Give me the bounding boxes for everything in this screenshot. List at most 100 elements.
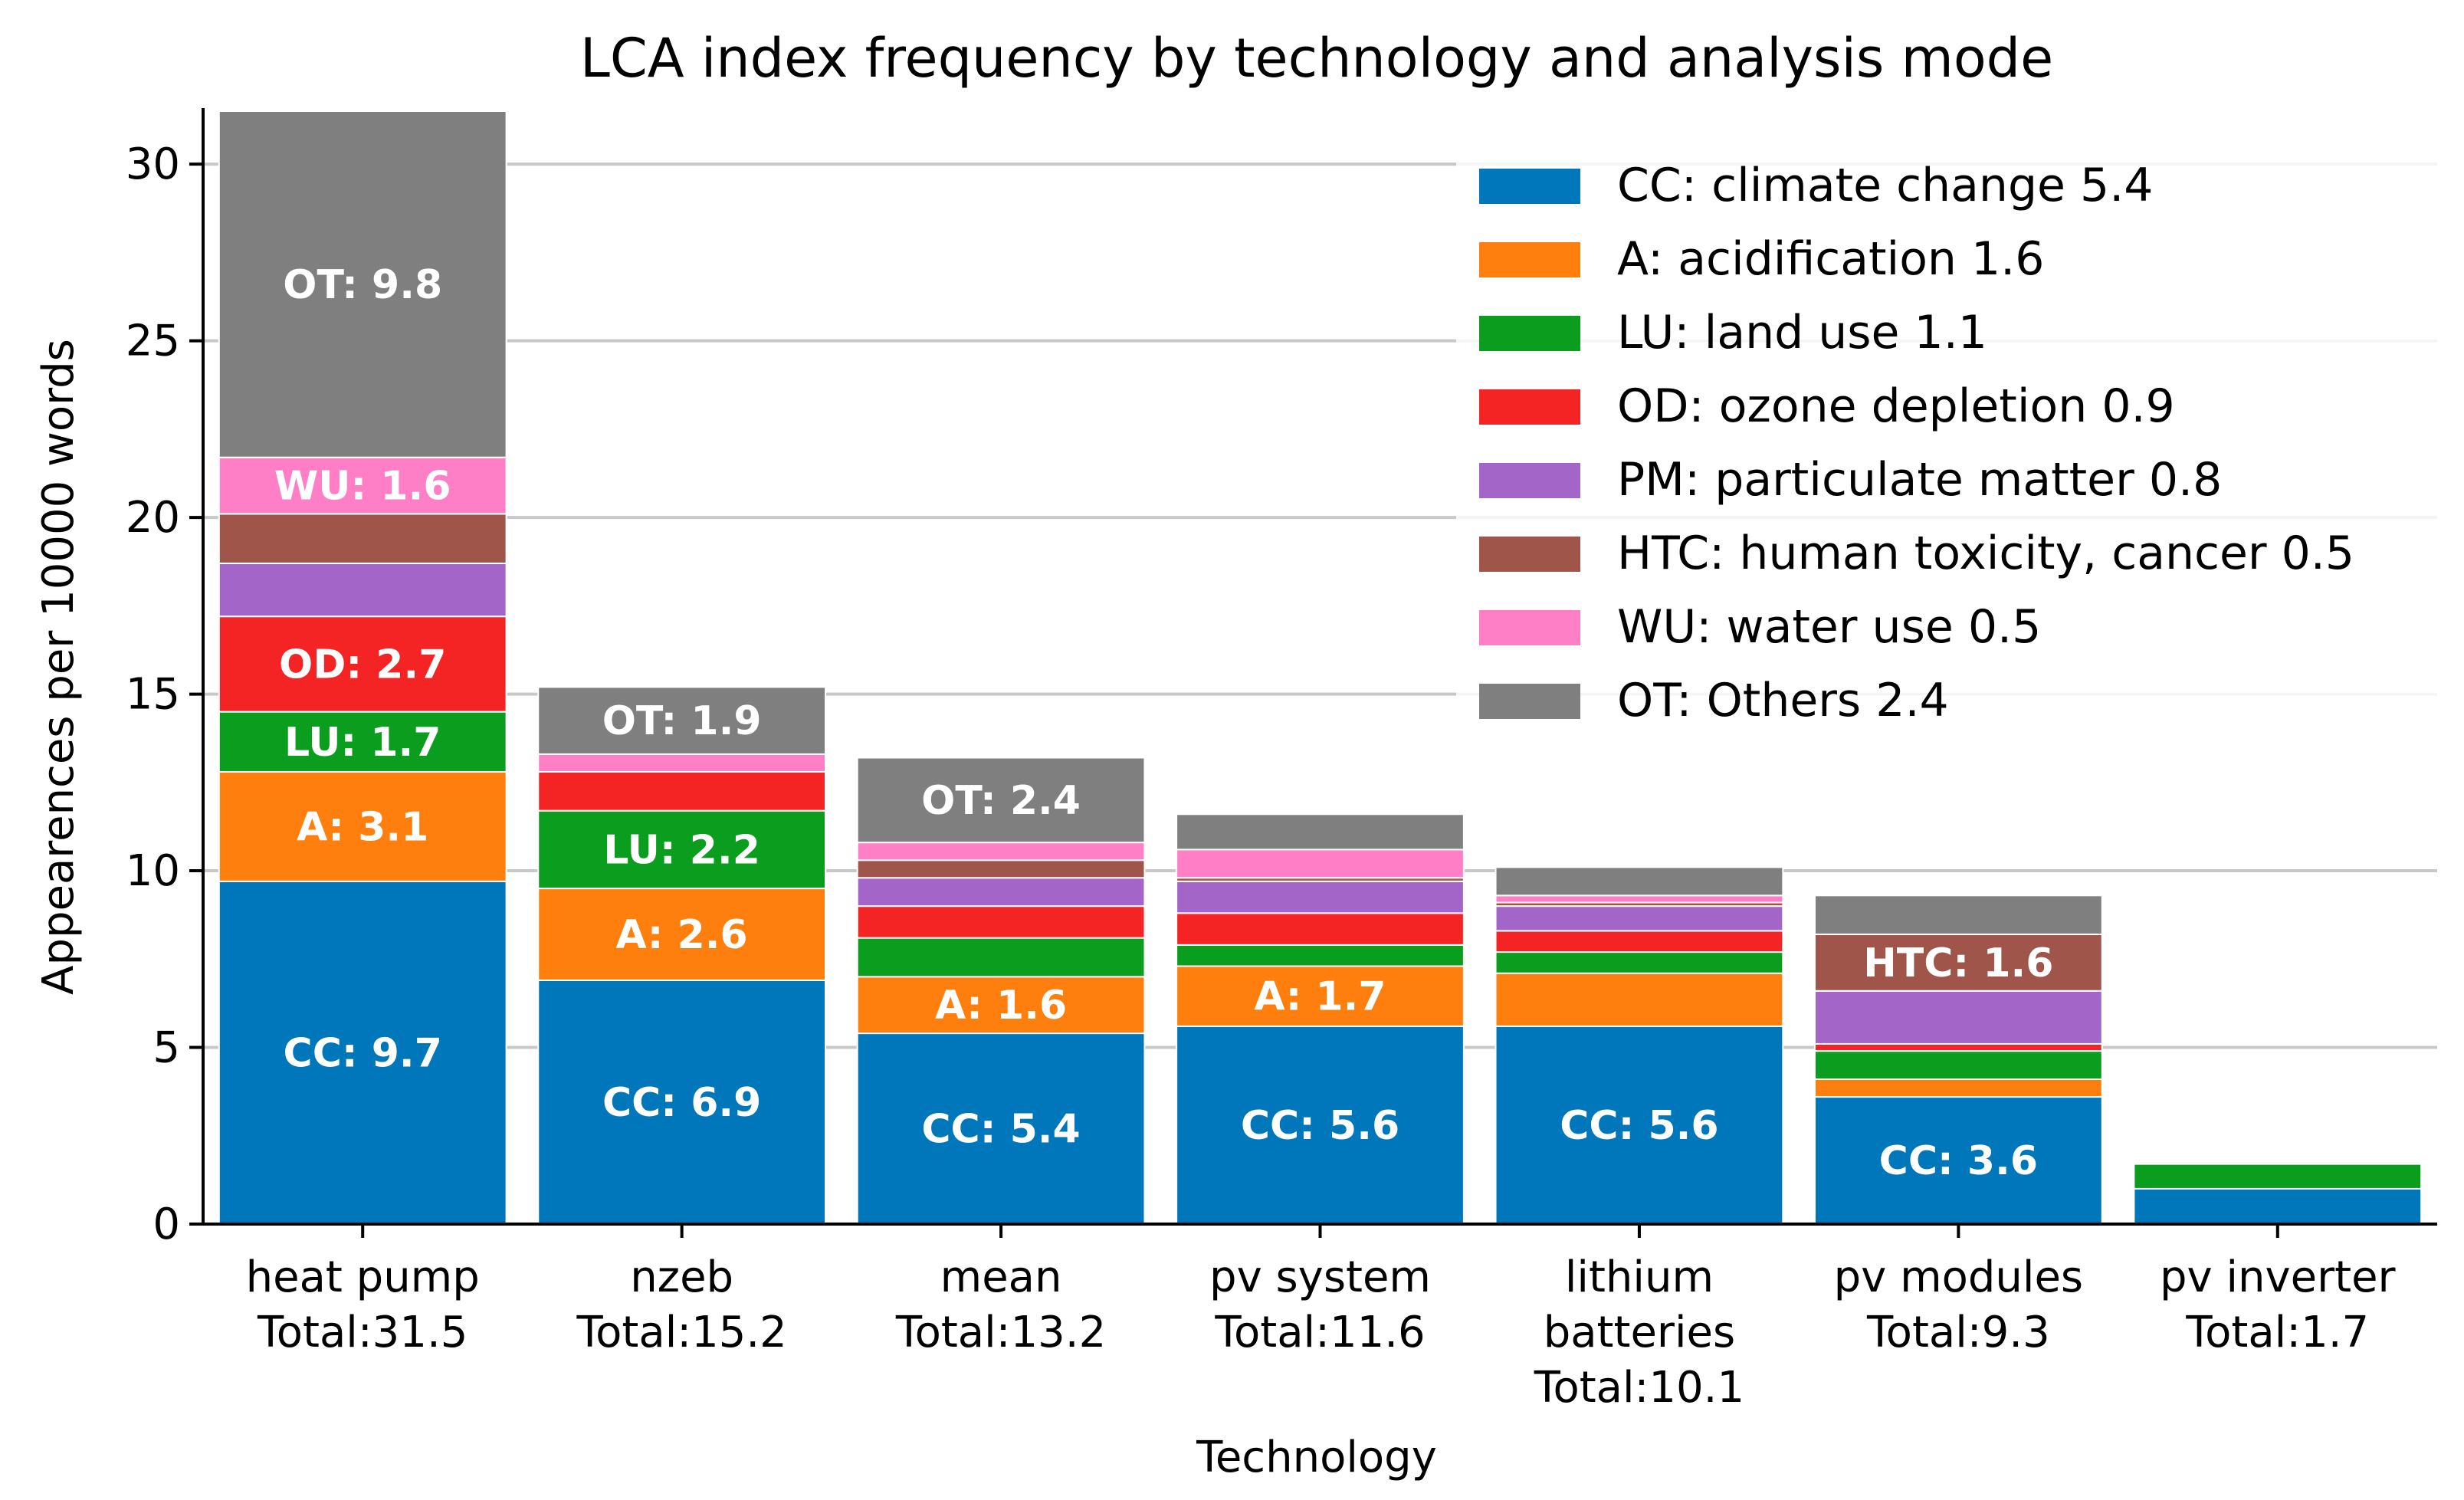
bar-segment-cc bbox=[1813, 1096, 2103, 1225]
y-tick-label: 15 bbox=[126, 670, 180, 720]
bar-segment-lu bbox=[218, 711, 507, 773]
legend-entry-cc: CC: climate change 5.4 bbox=[1617, 159, 2153, 212]
bar-value-label: HTC: 1.6 bbox=[1863, 940, 2053, 986]
bar-value-label: A: 1.6 bbox=[935, 983, 1067, 1029]
bar-segment-cc bbox=[856, 1032, 1146, 1225]
y-tick-label: 25 bbox=[126, 317, 180, 366]
y-tick-label: 30 bbox=[126, 139, 180, 189]
x-tick-label: pv inverter bbox=[2160, 1252, 2397, 1302]
bar-segment-htc bbox=[218, 513, 507, 565]
y-tick-label: 5 bbox=[153, 1023, 180, 1073]
bar-segment-wu bbox=[537, 753, 827, 773]
bar-value-label: A: 3.1 bbox=[297, 804, 428, 850]
y-tick-label: 0 bbox=[153, 1200, 180, 1249]
bar-value-label: CC: 5.6 bbox=[1241, 1103, 1399, 1149]
bar-segment-cc bbox=[2133, 1187, 2423, 1226]
bar-segment-od bbox=[1494, 930, 1784, 954]
legend-entry-wu: WU: water use 0.5 bbox=[1617, 600, 2041, 654]
y-tick-label: 20 bbox=[126, 493, 180, 543]
y-axis-label: Appearences per 10000 words bbox=[34, 339, 84, 995]
x-tick-label: Total:10.1 bbox=[1534, 1363, 1744, 1413]
legend-entry-ot: OT: Others 2.4 bbox=[1617, 674, 1949, 727]
bar-value-label: CC: 3.6 bbox=[1879, 1138, 2038, 1184]
bar-value-label: A: 2.6 bbox=[616, 912, 748, 958]
bar-segment-pm bbox=[1176, 880, 1465, 914]
bar-segment-ot bbox=[856, 757, 1146, 844]
bar-segment-cc bbox=[1494, 1025, 1784, 1226]
bar-segment-pm bbox=[1813, 990, 2103, 1045]
x-tick-label: batteries bbox=[1544, 1308, 1735, 1357]
x-tick-label: heat pump bbox=[246, 1252, 480, 1302]
legend-entry-a: A: acidification 1.6 bbox=[1617, 232, 2044, 286]
bar-value-label: LU: 1.7 bbox=[284, 720, 441, 766]
bar-segment-a bbox=[1813, 1078, 2103, 1098]
legend-swatch-lu bbox=[1479, 316, 1580, 351]
bar-segment-wu bbox=[1494, 894, 1784, 904]
bar-segment-lu bbox=[2133, 1163, 2423, 1190]
bar-segment-ot bbox=[218, 110, 507, 458]
legend-swatch-htc bbox=[1479, 537, 1580, 572]
legend-entry-lu: LU: land use 1.1 bbox=[1617, 306, 1987, 359]
bars bbox=[218, 110, 2423, 1226]
bar-segment-wu bbox=[856, 842, 1146, 862]
legend-swatch-a bbox=[1479, 242, 1580, 277]
axes bbox=[189, 108, 2437, 1238]
x-tick-label: Total:9.3 bbox=[1866, 1308, 2050, 1357]
legend: CC: climate change 5.4 A: acidification 1… bbox=[1456, 146, 2437, 750]
bar-value-label: A: 1.7 bbox=[1254, 974, 1386, 1020]
chart-title: LCA index frequency by technology and an… bbox=[580, 27, 2053, 90]
bar-value-label: CC: 9.7 bbox=[284, 1030, 442, 1076]
data-labels: CC: 9.7 A: 3.1 LU: 1.7 OD: 2.7 WU: 1.6 OT: 9.… bbox=[274, 262, 2054, 1184]
bar-segment-pm bbox=[856, 877, 1146, 908]
bar-segment-lu bbox=[1176, 944, 1465, 967]
bar-segment-od bbox=[856, 905, 1146, 939]
x-tick-label: Total:13.2 bbox=[895, 1308, 1106, 1357]
bar-segment-htc bbox=[856, 859, 1146, 879]
x-axis-label: Technology bbox=[1196, 1433, 1437, 1482]
y-tick-labels: 0 5 10 15 20 25 30 bbox=[126, 139, 180, 1249]
bar-segment-pm bbox=[218, 563, 507, 618]
bar-value-label: CC: 5.4 bbox=[921, 1107, 1080, 1153]
bar-segment-lu bbox=[1494, 951, 1784, 974]
bar-value-label: WU: 1.6 bbox=[274, 464, 451, 510]
bar-value-label: OT: 9.8 bbox=[283, 262, 442, 308]
bar-segment-pm bbox=[1494, 905, 1784, 932]
bar-segment-lu bbox=[537, 809, 827, 890]
bar-segment-htc bbox=[1813, 934, 2103, 992]
legend-entry-od: OD: ozone depletion 0.9 bbox=[1617, 379, 2175, 433]
legend-box bbox=[1456, 146, 2437, 750]
bar-segment-a bbox=[218, 770, 507, 882]
x-tick-label: mean bbox=[940, 1252, 1062, 1302]
legend-swatch-od bbox=[1479, 389, 1580, 425]
bar-value-label: OT: 2.4 bbox=[921, 778, 1081, 824]
bar-segment-cc bbox=[218, 880, 507, 1226]
x-tick-label: Total:11.6 bbox=[1214, 1308, 1425, 1357]
bar-segment-ot bbox=[537, 686, 827, 755]
bar-segment-a bbox=[856, 976, 1146, 1035]
x-tick-label: nzeb bbox=[630, 1252, 733, 1302]
legend-swatch-ot bbox=[1479, 684, 1580, 719]
x-tick-label: pv modules bbox=[1834, 1252, 2084, 1302]
legend-entry-pm: PM: particulate matter 0.8 bbox=[1617, 453, 2222, 507]
bar-value-label: CC: 5.6 bbox=[1560, 1103, 1718, 1149]
legend-swatch-pm bbox=[1479, 463, 1580, 498]
bar-value-label: CC: 6.9 bbox=[602, 1080, 761, 1126]
bar-segment-ot bbox=[1494, 866, 1784, 897]
bar-segment-od bbox=[218, 615, 507, 713]
bar-segment-od bbox=[1176, 912, 1465, 946]
x-tick-label: Total:31.5 bbox=[257, 1308, 468, 1357]
x-tick-labels: heat pump Total:31.5 nzeb Total:15.2 mean Tot… bbox=[246, 1252, 2397, 1413]
bar-segment-a bbox=[537, 888, 827, 981]
bar-segment-cc bbox=[537, 979, 827, 1225]
bar-segment-od bbox=[537, 770, 827, 812]
x-tick-label: Total:15.2 bbox=[576, 1308, 786, 1357]
bar-segment-lu bbox=[856, 937, 1146, 978]
y-tick-label: 10 bbox=[126, 846, 180, 896]
bar-segment-ot bbox=[1176, 813, 1465, 851]
bar-segment-od bbox=[1813, 1042, 2103, 1052]
bar-segment-a bbox=[1494, 972, 1784, 1027]
bar-segment-lu bbox=[1813, 1050, 2103, 1081]
legend-swatch-cc bbox=[1479, 169, 1580, 204]
bar-segment-ot bbox=[1813, 894, 2103, 936]
